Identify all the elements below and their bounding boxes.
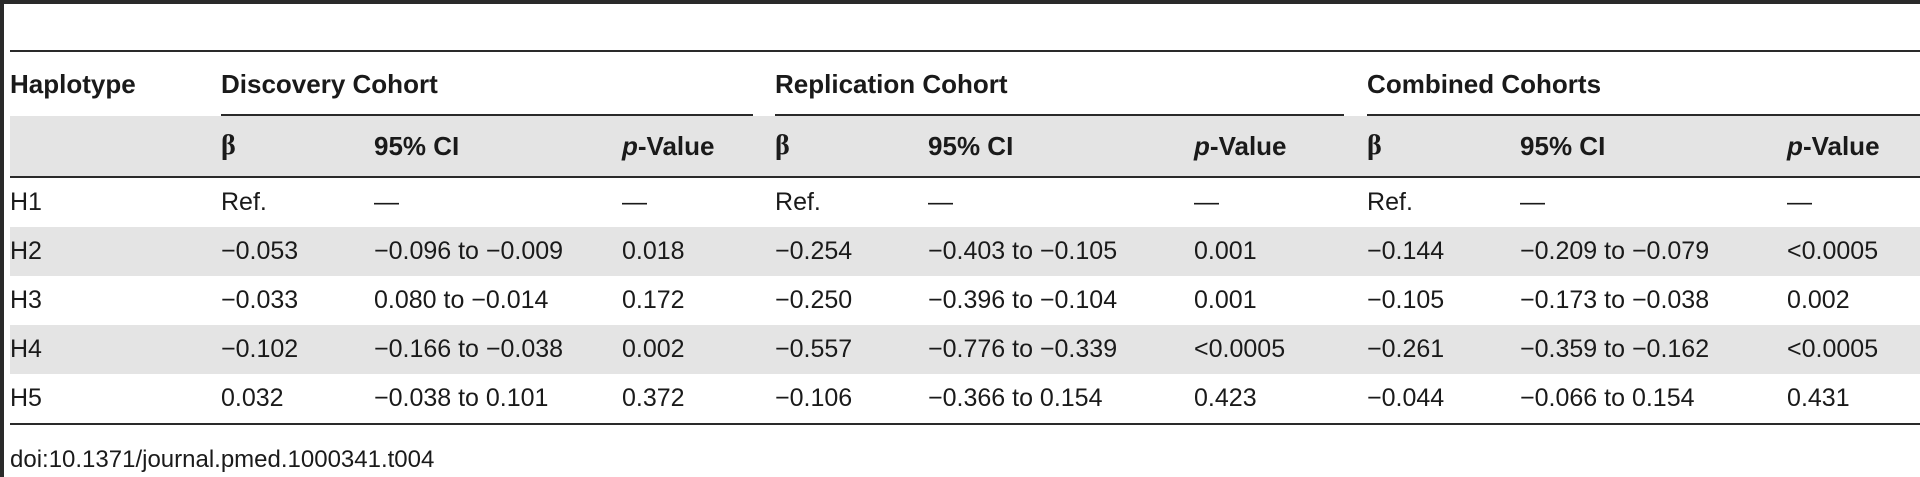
discovery-beta-cell: −0.033 xyxy=(221,286,299,314)
combined-ci-cell: −0.359 to −0.162 xyxy=(1520,325,1788,374)
combined-p-cell: <0.0005 xyxy=(1787,227,1920,276)
p-rest: -Value xyxy=(637,130,715,161)
replication-ci-cell: −0.403 to −0.105 xyxy=(928,227,1195,276)
discovery-ci-header: 95% CI xyxy=(374,116,622,178)
replication-beta-cell: Ref. xyxy=(775,188,821,216)
table-row: H1 Ref. — — Ref. — — Ref. — — xyxy=(10,177,1920,227)
combined-ci-cell: — xyxy=(1520,188,1546,216)
replication-p-header: p-Value xyxy=(1194,116,1368,178)
column-header-row: β 95% CI p-Value β 95% CI p-Value β 95% … xyxy=(10,116,1920,178)
discovery-ci-cell: −0.166 to −0.038 xyxy=(374,325,622,374)
replication-p-cell: <0.0005 xyxy=(1194,325,1368,374)
table-row: H2 −0.053 −0.096 to −0.009 0.018 −0.254 … xyxy=(10,227,1920,276)
replication-cohort-label: Replication Cohort xyxy=(775,68,1008,99)
combined-p-cell: <0.0005 xyxy=(1787,325,1920,374)
replication-p-cell: 0.423 xyxy=(1194,374,1368,425)
combined-p-cell: 0.002 xyxy=(1787,286,1850,314)
replication-beta-cell: −0.250 xyxy=(775,286,853,314)
haplotype-cell: H5 xyxy=(10,374,221,425)
combined-beta-header: β xyxy=(1367,116,1521,178)
discovery-cohort-header: Discovery Cohort xyxy=(221,50,776,117)
table-row: H3 −0.033 0.080 to −0.014 0.172 −0.250 −… xyxy=(10,276,1920,325)
table-row: H4 −0.102 −0.166 to −0.038 0.002 −0.557 … xyxy=(10,325,1920,374)
combined-p-cell: — xyxy=(1787,188,1813,216)
discovery-p-cell: — xyxy=(622,188,647,216)
discovery-ci-cell: 0.080 to −0.014 xyxy=(374,286,549,314)
p-rest: -Value xyxy=(1209,130,1287,161)
combined-p-header: p-Value xyxy=(1787,116,1920,178)
combined-ci-cell: −0.066 to 0.154 xyxy=(1520,374,1788,425)
replication-p-cell: 0.001 xyxy=(1194,286,1257,314)
discovery-p-header: p-Value xyxy=(622,116,776,178)
discovery-beta-cell: −0.053 xyxy=(221,227,374,276)
replication-cohort-header: Replication Cohort xyxy=(775,50,1368,117)
replication-ci-cell: −0.396 to −0.104 xyxy=(928,286,1118,314)
haplotype-cell: H1 xyxy=(10,188,42,216)
discovery-p-cell: 0.372 xyxy=(622,374,776,425)
combined-p-cell: 0.431 xyxy=(1787,374,1920,425)
combined-cohorts-header: Combined Cohorts xyxy=(1367,50,1920,117)
discovery-ci-cell: −0.096 to −0.009 xyxy=(374,227,622,276)
discovery-p-cell: 0.172 xyxy=(622,286,685,314)
discovery-beta-cell: −0.102 xyxy=(221,325,374,374)
replication-beta-cell: −0.557 xyxy=(775,325,929,374)
discovery-beta-cell: Ref. xyxy=(221,188,267,216)
combined-beta-cell: −0.044 xyxy=(1367,374,1521,425)
top-border xyxy=(0,0,1920,4)
empty-header-cell xyxy=(10,116,221,178)
replication-p-cell: — xyxy=(1194,188,1220,216)
replication-ci-cell: −0.366 to 0.154 xyxy=(928,374,1195,425)
discovery-beta-header: β xyxy=(221,116,374,178)
combined-beta-cell: −0.144 xyxy=(1367,227,1521,276)
discovery-p-cell: 0.002 xyxy=(622,325,776,374)
combined-ci-cell: −0.173 to −0.038 xyxy=(1520,286,1710,314)
p-italic: p xyxy=(1194,130,1210,161)
haplotype-association-table: Haplotype Discovery Cohort Replication C… xyxy=(10,50,1920,425)
haplotype-cell: H2 xyxy=(10,227,221,276)
discovery-ci-cell: — xyxy=(374,188,399,216)
group-header-row: Haplotype Discovery Cohort Replication C… xyxy=(10,50,1920,117)
p-italic: p xyxy=(622,130,638,161)
combined-ci-header: 95% CI xyxy=(1520,116,1788,178)
doi-footer: doi:10.1371/journal.pmed.1000341.t004 xyxy=(10,446,435,473)
combined-ci-cell: −0.209 to −0.079 xyxy=(1520,227,1788,276)
p-italic: p xyxy=(1787,130,1803,161)
combined-beta-cell: −0.105 xyxy=(1367,286,1445,314)
discovery-beta-cell: 0.032 xyxy=(221,374,374,425)
haplotype-cell: H4 xyxy=(10,325,221,374)
table-row: H5 0.032 −0.038 to 0.101 0.372 −0.106 −0… xyxy=(10,374,1920,425)
replication-beta-cell: −0.106 xyxy=(775,374,929,425)
replication-ci-cell: — xyxy=(928,188,954,216)
haplotype-header: Haplotype xyxy=(10,50,221,116)
replication-beta-header: β xyxy=(775,116,929,178)
replication-p-cell: 0.001 xyxy=(1194,227,1368,276)
haplotype-cell: H3 xyxy=(10,286,42,314)
combined-beta-cell: Ref. xyxy=(1367,188,1413,216)
left-border xyxy=(0,0,4,477)
combined-cohorts-label: Combined Cohorts xyxy=(1367,68,1602,99)
replication-beta-cell: −0.254 xyxy=(775,227,929,276)
replication-ci-cell: −0.776 to −0.339 xyxy=(928,325,1195,374)
discovery-cohort-label: Discovery Cohort xyxy=(221,68,438,99)
combined-beta-cell: −0.261 xyxy=(1367,325,1521,374)
discovery-ci-cell: −0.038 to 0.101 xyxy=(374,374,622,425)
p-rest: -Value xyxy=(1802,130,1880,161)
discovery-p-cell: 0.018 xyxy=(622,227,776,276)
replication-ci-header: 95% CI xyxy=(928,116,1195,178)
